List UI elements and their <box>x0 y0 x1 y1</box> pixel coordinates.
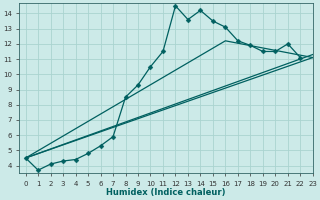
X-axis label: Humidex (Indice chaleur): Humidex (Indice chaleur) <box>106 188 226 197</box>
